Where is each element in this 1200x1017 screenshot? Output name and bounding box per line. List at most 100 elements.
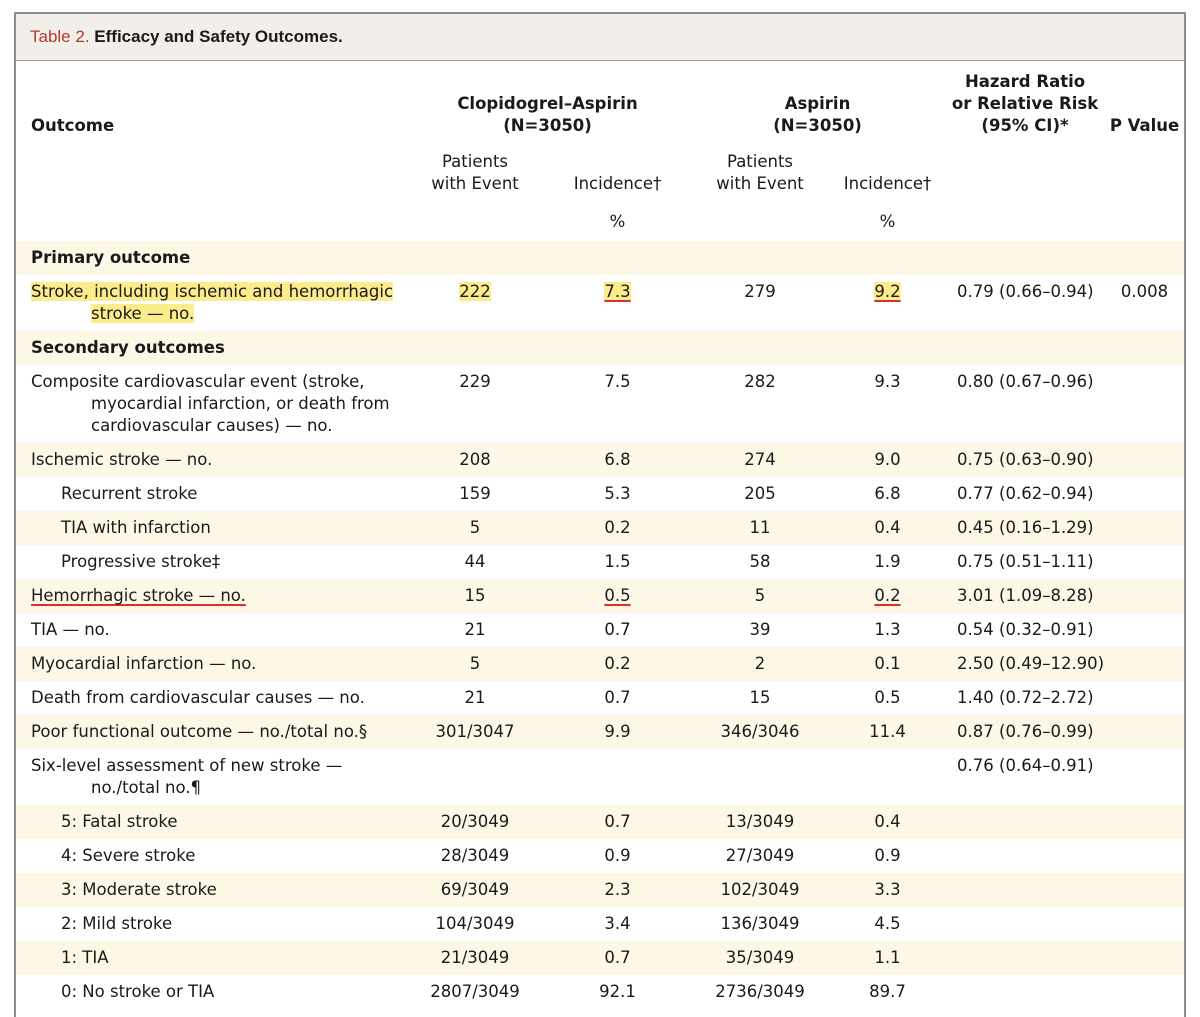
cell-value: 35/3049 [725,948,795,967]
table-cell [1105,839,1184,873]
row-label: TIA — no. [16,613,405,647]
cell-value: 58 [749,552,771,571]
table-row: Death from cardiovascular causes — no. 21… [16,681,1184,715]
table-cell [945,805,1106,839]
cell-value: 1.9 [874,552,901,571]
cell-value: 0.75 (0.51–1.11) [957,552,1094,571]
table-cell: 0.45 (0.16–1.29) [945,511,1106,545]
table-cell: 5.3 [545,477,690,511]
row-label: TIA with infarction [16,511,405,545]
cell-value: 1.1 [874,948,901,967]
outcome-text: 3: Moderate stroke [61,880,217,899]
table-row: Primary outcome [16,241,1184,275]
table-head: Outcome Clopidogrel–Aspirin (N=3050) Aspi… [16,61,1184,241]
cell-value: 282 [744,372,776,391]
cell-value: 1.40 (0.72–2.72) [957,688,1094,707]
table-row: 0: No stroke or TIA 2807/3049 92.1 2736/304… [16,975,1184,1009]
table-cell [1105,873,1184,907]
table-cell: 0.80 (0.67–0.96) [945,365,1105,443]
spacer [690,195,830,241]
table-cell: 3.4 [545,907,690,941]
table-cell [945,839,1105,873]
outcome-text: TIA — no. [31,620,110,639]
spacer [1105,195,1184,241]
cell-value: 21 [464,620,486,639]
table-cell: 3.3 [830,873,946,907]
table-cell: 136/3049 [690,907,830,941]
table-cell: 102/3049 [690,873,831,907]
table-cell [830,749,945,805]
cell-value: 13/3049 [725,812,795,831]
table-cell [1105,545,1184,579]
row-label: Primary outcome [16,241,1184,275]
table-cell: 346/3046 [690,715,831,749]
table-cell: 159 [405,477,545,511]
row-label: 4: Severe stroke [16,839,405,873]
cell-value: 274 [744,450,776,469]
cell-value: 0.80 (0.67–0.96) [957,372,1094,391]
cell-value: 15 [749,688,771,707]
table-cell: 89.7 [830,975,945,1009]
table-row: Ischemic stroke — no. 208 6.8 274 9.0 0.75 (0… [16,443,1184,477]
table-cell [690,749,830,805]
table-cell [945,873,1106,907]
table-cell: 27/3049 [690,839,830,873]
table-row: Six-level assessment of new stroke — no.… [16,749,1184,805]
column-header: P Value [1109,116,1180,135]
table-cell: 2807/3049 [405,975,545,1009]
table-cell: 0.2 [830,579,946,613]
unit: % [609,212,626,231]
table-row: Stroke, including ischemic and hemorrhag… [16,275,1184,331]
row-label: Progressive stroke‡ [16,545,405,579]
table-cell: 205 [690,477,830,511]
table-title-bar: Table 2. Efficacy and Safety Outcomes. [16,14,1184,61]
cell-value: 1.5 [604,552,631,571]
table-cell: 104/3049 [405,907,545,941]
cell-value: 0.7 [604,948,631,967]
table-row: TIA with infarction 5 0.2 11 0.4 0.45 (0.16–1… [16,511,1184,545]
group-n: (N=3050) [773,116,862,135]
table-title: Efficacy and Safety Outcomes. [94,27,343,46]
table-cell: 1.40 (0.72–2.72) [945,681,1105,715]
table-cell: 20/3049 [405,805,545,839]
cell-value: 0.77 (0.62–0.94) [957,484,1094,503]
cell-value: 11 [749,518,771,537]
outcome-text: Stroke, including ischemic and hemorrhag… [31,282,394,323]
table-cell: 208 [405,443,545,477]
spacer [945,195,1105,241]
table-cell [1105,579,1184,613]
table-cell [545,749,690,805]
row-label: 1: TIA [16,941,405,975]
outcome-text: TIA with infarction [61,518,211,537]
row-label: Stroke, including ischemic and hemorrhag… [16,275,405,331]
table-row: Composite cardiovascular event (stroke, … [16,365,1184,443]
cell-value: 0.7 [604,620,631,639]
table-cell: 69/3049 [405,873,545,907]
subheader-text: Patients with Event [716,152,804,193]
table-cell: 9.3 [830,365,945,443]
table-cell: 0.008 [1105,275,1184,331]
cell-value: 6.8 [874,484,901,503]
cell-value: 0.5 [604,586,631,605]
outcome-text: Secondary outcomes [31,338,225,357]
table-row: Poor functional outcome — no./total no.§… [16,715,1184,749]
spacer [405,195,545,241]
cell-value: 44 [464,552,486,571]
table-cell: 1.1 [830,941,946,975]
cell-value: 9.9 [604,722,631,741]
table-cell: 9.0 [830,443,946,477]
table-row: 1: TIA 21/3049 0.7 35/3049 1.1 [16,941,1184,975]
spacer [945,137,1105,195]
table-label: Table 2. [30,27,90,46]
table-cell: 13/3049 [690,805,831,839]
cell-value: 2.50 (0.49–12.90) [957,654,1105,673]
cell-value: 28/3049 [440,846,510,865]
cell-value: 27/3049 [725,846,795,865]
cell-value: 9.2 [874,282,901,301]
table-cell [405,749,545,805]
table-cell [1105,365,1184,443]
header-line: (95% CI)* [981,116,1069,135]
subheader: Incidence† [843,174,932,193]
cell-value: 39 [749,620,771,639]
table-row: Myocardial infarction — no. 5 0.2 2 0.1 2.50 … [16,647,1184,681]
